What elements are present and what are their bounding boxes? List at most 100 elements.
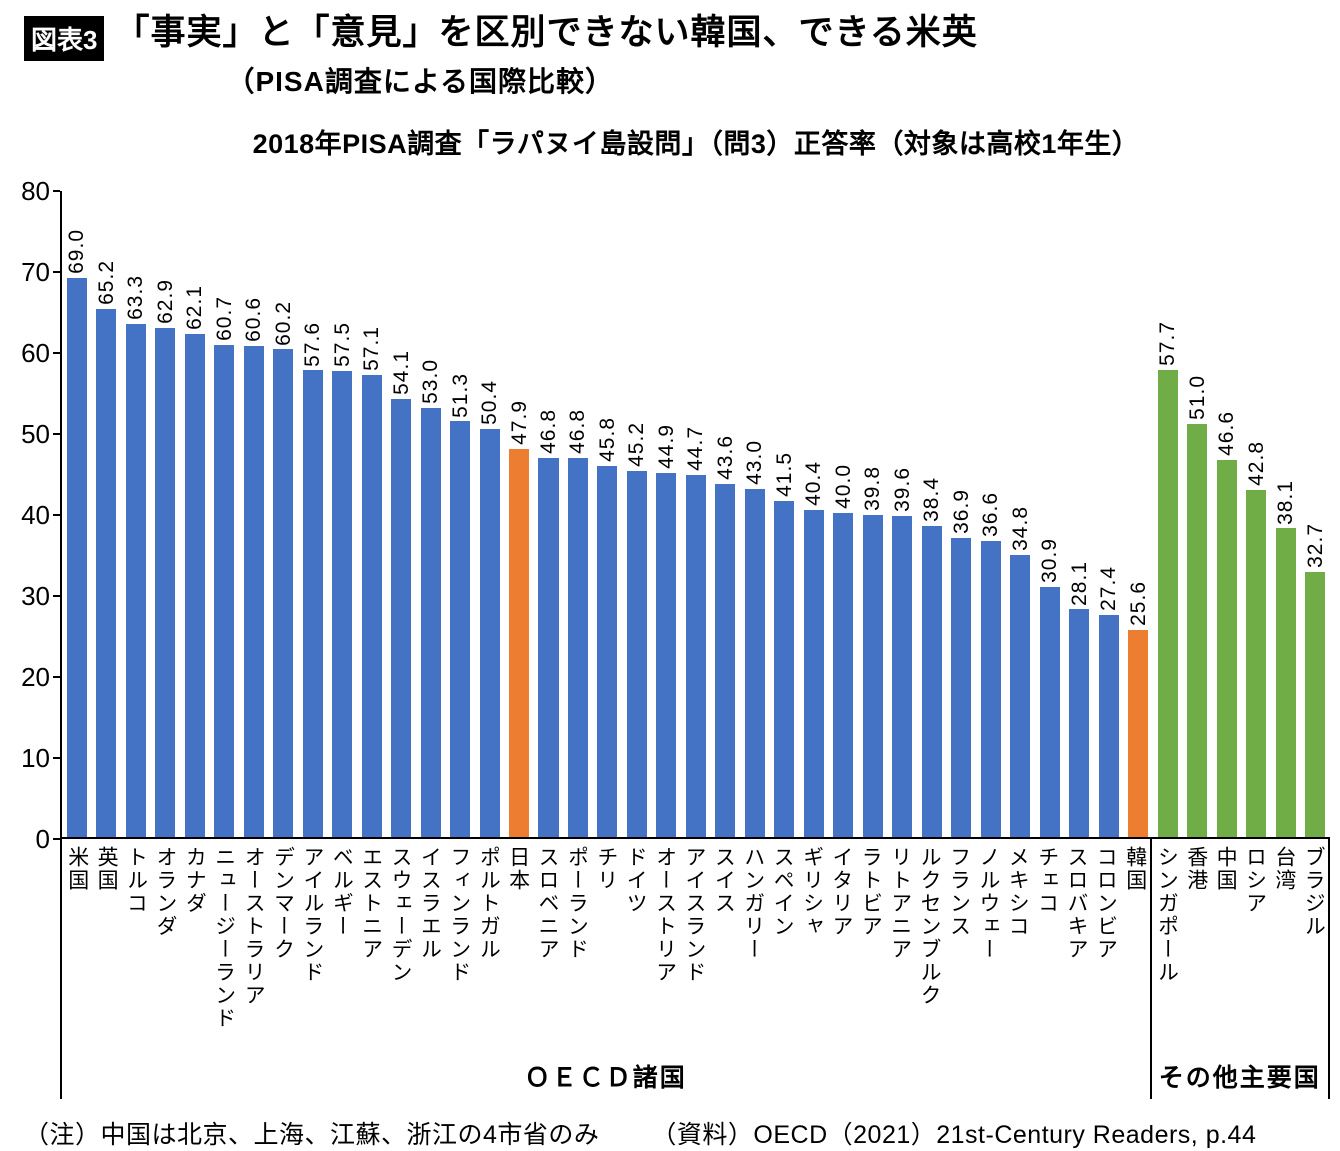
category-label: チェコ xyxy=(1035,846,1059,915)
group-caption: ＯＥＣＤ諸国 xyxy=(524,1064,687,1092)
category-label-slot: フランス xyxy=(944,839,973,1053)
bar xyxy=(1216,459,1237,837)
bar-group: 69.0 65.2 63.3 62.9 62.1 60.7 60.6 60.2 57.6 57.5… xyxy=(62,191,1153,837)
bar-value-label: 40.4 xyxy=(802,460,826,506)
category-label-slot: 台湾 xyxy=(1269,839,1298,1053)
bar xyxy=(125,324,146,837)
category-label: ノルウェー xyxy=(976,846,1000,961)
category-label: スロバキア xyxy=(1065,846,1088,961)
y-axis-tick-label: 70 xyxy=(21,257,50,287)
category-label-slot: スイス xyxy=(709,839,738,1053)
bar-value-label: 46.6 xyxy=(1215,410,1239,456)
bar xyxy=(420,407,441,837)
category-label-slot: ノルウェー xyxy=(973,839,1002,1053)
bar xyxy=(1275,528,1296,837)
bar-value-label: 44.9 xyxy=(654,424,678,470)
page-title: 「事実」と「意見」を区別できない韓国、できる米英 xyxy=(114,13,978,52)
category-label: ポルトガル xyxy=(477,846,501,961)
bar-value-label: 28.1 xyxy=(1067,560,1091,606)
bar-value-label: 51.3 xyxy=(448,372,472,418)
bar-column: 36.9 xyxy=(947,191,976,837)
bar xyxy=(833,513,854,837)
category-label-slot: オランダ xyxy=(150,839,179,1053)
category-label: ハンガリー xyxy=(741,846,765,961)
y-axis-tick xyxy=(53,190,60,192)
category-label-slot: 英国 xyxy=(91,839,120,1053)
bar-value-label: 57.1 xyxy=(360,325,384,371)
category-label-slot: ニュージーランド xyxy=(209,839,238,1053)
bar xyxy=(214,345,235,837)
bar xyxy=(1098,615,1119,837)
bar-value-label: 46.8 xyxy=(566,409,590,454)
category-label: スウェーデン xyxy=(389,846,413,984)
bar xyxy=(155,327,176,837)
y-axis-tick xyxy=(53,757,60,759)
y-axis-tick xyxy=(53,514,60,516)
category-label-slot: デンマーク xyxy=(268,839,297,1053)
category-group: 米国 英国 トルコ オランダ カナダ ニュージーランド オーストラリア デンマーク アイルランド… xyxy=(60,839,1152,1099)
category-label: トルコ xyxy=(124,846,148,915)
category-label: オランダ xyxy=(153,846,177,938)
bar-column: 40.4 xyxy=(799,191,828,837)
category-label-slot: ロシア xyxy=(1240,839,1269,1053)
bar-column: 42.8 xyxy=(1242,191,1271,837)
category-label: 中国 xyxy=(1214,846,1238,892)
bar-column: 27.4 xyxy=(1094,191,1123,837)
category-labels: シンガポール 香港 中国 ロシア 台湾 ブラジル xyxy=(1152,839,1328,1053)
category-labels: 米国 英国 トルコ オランダ カナダ ニュージーランド オーストラリア デンマーク アイルランド… xyxy=(62,839,1150,1053)
bar-column: 38.4 xyxy=(917,191,946,837)
category-label: フランス xyxy=(947,846,971,938)
bar-column: 46.8 xyxy=(563,191,592,837)
bar-column: 57.5 xyxy=(327,191,356,837)
category-label-slot: ハンガリー xyxy=(738,839,767,1053)
category-label-slot: オーストリア xyxy=(650,839,679,1053)
bar-value-label: 36.6 xyxy=(979,491,1003,537)
bar-value-label: 60.7 xyxy=(212,296,236,342)
bar-value-label: 43.0 xyxy=(743,439,767,485)
bar xyxy=(302,370,323,837)
bar-value-label: 42.8 xyxy=(1244,441,1268,487)
bar-value-label: 39.6 xyxy=(890,467,914,513)
bar xyxy=(567,457,588,837)
bar-value-label: 39.8 xyxy=(861,465,885,511)
bar-column: 51.3 xyxy=(445,191,474,837)
category-label-slot: スペイン xyxy=(767,839,796,1053)
category-label-slot: ポルトガル xyxy=(473,839,502,1053)
bar-value-label: 57.7 xyxy=(1156,320,1180,366)
bar xyxy=(1246,490,1267,837)
bar xyxy=(951,538,972,837)
category-label: ベルギー xyxy=(330,846,354,938)
chart-footer: （注）中国は北京、上海、江蘇、浙江の4市省のみ （資料）OECD（2021）21… xyxy=(24,1115,1330,1151)
y-axis-tick xyxy=(53,352,60,354)
bar-column: 30.9 xyxy=(1035,191,1064,837)
bar xyxy=(862,514,883,837)
y-axis-tick xyxy=(53,676,60,678)
category-axis: 米国 英国 トルコ オランダ カナダ ニュージーランド オーストラリア デンマーク アイルランド… xyxy=(60,839,1330,1099)
note-text: （注）中国は北京、上海、江蘇、浙江の4市省のみ xyxy=(24,1121,600,1149)
bar-value-label: 54.1 xyxy=(389,349,413,395)
category-label: チリ xyxy=(594,846,618,892)
bar-column: 46.6 xyxy=(1212,191,1241,837)
bar xyxy=(626,470,647,837)
category-label-slot: チェコ xyxy=(1032,839,1061,1053)
bar xyxy=(744,488,765,837)
category-label-slot: 韓国 xyxy=(1120,839,1149,1053)
category-label: オーストラリア xyxy=(242,846,266,1007)
bar-column: 36.6 xyxy=(976,191,1005,837)
bar-value-label: 47.9 xyxy=(507,400,531,446)
category-label-slot: スウェーデン xyxy=(385,839,414,1053)
category-label-slot: 香港 xyxy=(1181,839,1210,1053)
category-label-slot: 日本 xyxy=(503,839,532,1053)
bar-column: 53.0 xyxy=(416,191,445,837)
category-label-slot: カナダ xyxy=(180,839,209,1053)
group-caption: その他主要国 xyxy=(1158,1064,1321,1092)
category-label-slot: スロベニア xyxy=(532,839,561,1053)
bar-column: 45.2 xyxy=(622,191,651,837)
y-axis-tick-label: 30 xyxy=(21,581,50,611)
bar-value-label: 40.0 xyxy=(831,464,855,509)
bar xyxy=(1069,609,1090,837)
bar xyxy=(361,374,382,837)
bar-value-label: 30.9 xyxy=(1038,537,1062,583)
category-label: メキシコ xyxy=(1006,846,1030,938)
bar-value-label: 62.1 xyxy=(183,285,207,330)
